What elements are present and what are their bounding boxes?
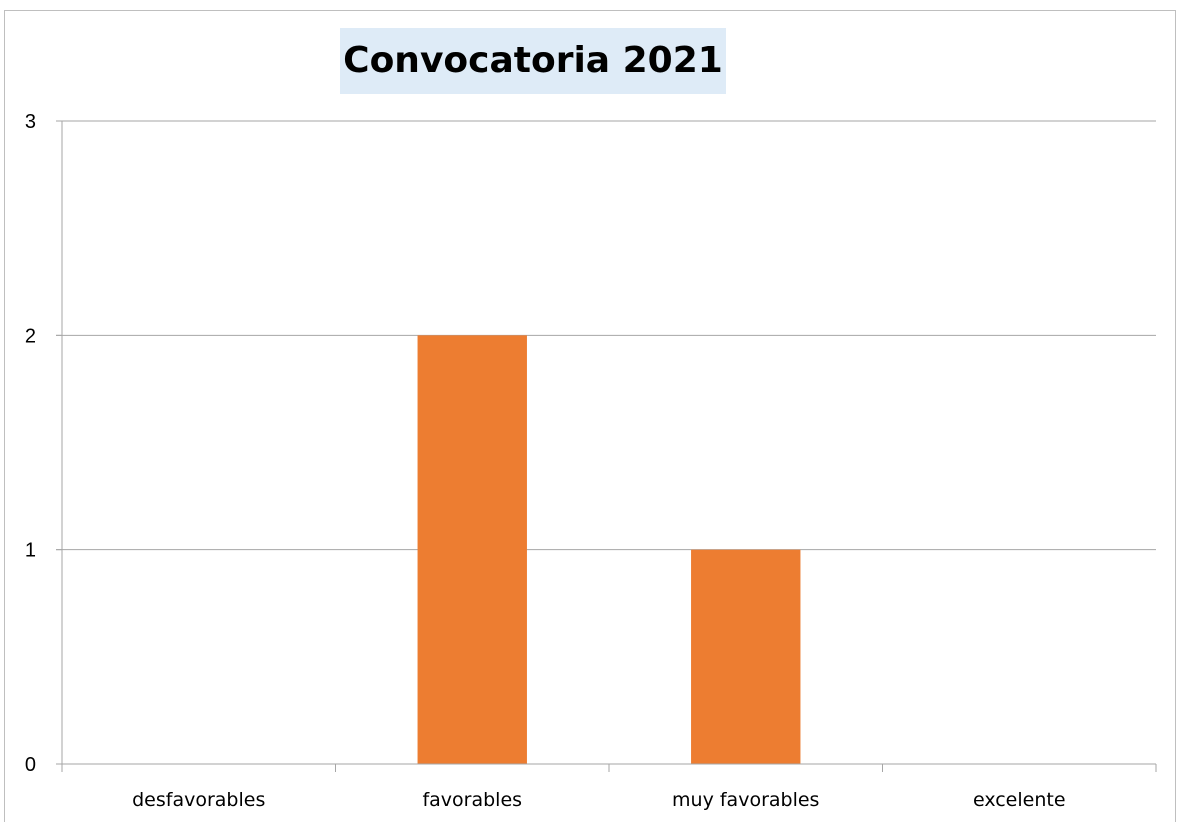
x-tick-label: excelente	[973, 789, 1066, 811]
gridlines	[56, 120, 1156, 551]
x-tick-label: desfavorables	[132, 789, 265, 811]
y-tick-label: 1	[25, 540, 36, 562]
y-tick-label: 0	[25, 754, 36, 776]
bars	[417, 335, 801, 764]
axes	[56, 120, 1157, 772]
x-tick-label: muy favorables	[672, 789, 819, 811]
bar-muy-favorables	[691, 549, 801, 764]
chart-title: Convocatoria 2021	[340, 28, 726, 94]
x-tick-label: favorables	[422, 789, 522, 811]
y-tick-label: 3	[25, 111, 36, 133]
labels: 0 1 2 3 desfavorables favorables muy favorable…	[25, 111, 1066, 811]
bar-favorables	[417, 335, 527, 764]
y-tick-label: 2	[25, 325, 36, 347]
chart-frame	[4, 10, 1176, 822]
